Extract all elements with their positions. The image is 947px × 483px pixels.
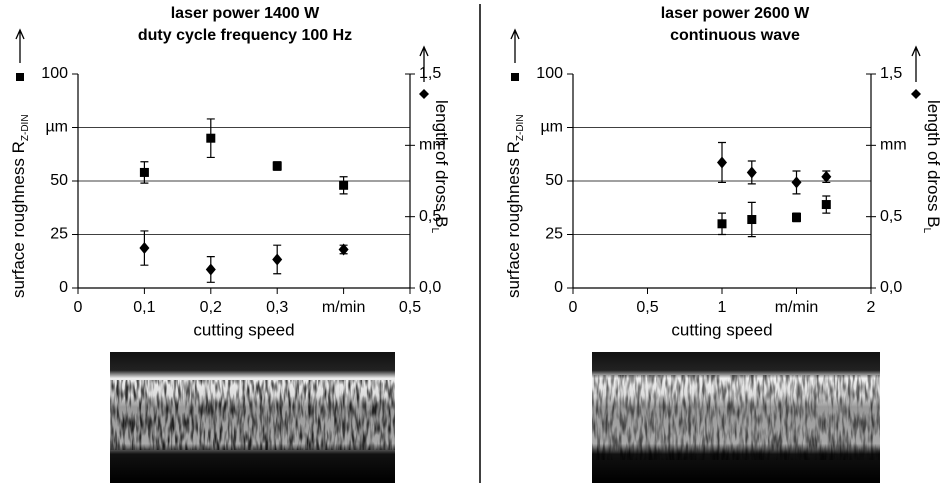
data-point — [272, 161, 282, 171]
y-tick-label: 0 — [59, 279, 68, 296]
y-axis-marker — [511, 73, 519, 81]
x-axis-title: cutting speed — [671, 320, 772, 339]
x-tick-label: 2 — [867, 299, 876, 316]
y2-axis-title-main: length of dross B — [924, 100, 943, 228]
y-axis-title: surface roughness RZ-DIN — [9, 114, 30, 298]
x-tick-label: 0,5 — [399, 299, 421, 316]
y-axis-title: surface roughness RZ-DIN — [504, 114, 525, 298]
y-axis-arrow — [15, 28, 25, 63]
y-axis-arrow — [510, 28, 520, 63]
y2-tick-label: mm — [880, 137, 907, 154]
data-point — [206, 133, 216, 143]
y2-tick-label: 0,0 — [419, 279, 441, 296]
y-axis-marker — [16, 73, 24, 81]
y2-axis-title-sub: L — [429, 228, 440, 234]
data-point — [205, 263, 216, 276]
x-tick-label: m/min — [322, 299, 366, 316]
y2-axis-marker — [911, 89, 921, 99]
y2-tick-label: 0,0 — [880, 279, 902, 296]
y-tick-label: 25 — [50, 226, 68, 243]
y-axis-title-sub: Z-DIN — [20, 114, 31, 141]
x-tick-label: 0,1 — [133, 299, 155, 316]
photo-right — [592, 352, 880, 483]
y2-axis-arrow — [419, 45, 429, 82]
data-point — [717, 156, 727, 169]
chart-subtitle: continuous wave — [670, 27, 800, 44]
y-tick-label: 25 — [545, 226, 563, 243]
chart-title: laser power 2600 W — [661, 5, 810, 22]
y2-tick-label: 0,5 — [419, 208, 441, 225]
y2-tick-label: 1,5 — [419, 65, 441, 82]
y-axis-title-main: surface roughness R — [9, 141, 28, 298]
x-tick-label: 0 — [569, 299, 578, 316]
data-point — [272, 253, 283, 266]
data-point — [139, 242, 150, 255]
y2-axis-title: length of dross BL — [921, 100, 942, 234]
data-point — [717, 219, 727, 229]
x-tick-label: 0,3 — [266, 299, 288, 316]
photo-left — [110, 352, 395, 483]
data-point — [791, 176, 802, 189]
y-tick-label: µm — [540, 119, 563, 136]
y2-axis-title: length of dross BL — [429, 100, 450, 234]
data-point — [338, 243, 349, 256]
data-point — [746, 166, 757, 179]
y2-axis-arrow — [911, 45, 921, 82]
y2-tick-label: 1,5 — [880, 65, 902, 82]
x-tick-label: m/min — [775, 299, 819, 316]
y-tick-label: µm — [45, 119, 68, 136]
y-tick-label: 100 — [41, 65, 68, 82]
data-point — [821, 170, 832, 183]
y-tick-label: 0 — [554, 279, 563, 296]
data-point — [339, 180, 349, 190]
y2-axis-title-sub: L — [921, 228, 932, 234]
x-tick-label: 1 — [718, 299, 727, 316]
y-axis-title-main: surface roughness R — [504, 141, 523, 298]
x-tick-label: 0,5 — [636, 299, 658, 316]
data-point — [747, 215, 757, 225]
y2-tick-label: 0,5 — [880, 208, 902, 225]
x-axis-title: cutting speed — [193, 320, 294, 339]
chart-title: laser power 1400 W — [171, 5, 320, 22]
y2-axis-marker — [419, 89, 429, 99]
chart-subtitle: duty cycle frequency 100 Hz — [138, 27, 352, 44]
y-tick-label: 50 — [50, 172, 68, 189]
data-point — [792, 212, 801, 222]
y-tick-label: 50 — [545, 172, 563, 189]
data-point — [139, 167, 149, 177]
y2-axis-title-main: length of dross B — [432, 100, 451, 228]
y2-tick-label: mm — [419, 137, 446, 154]
x-tick-label: 0 — [74, 299, 83, 316]
data-point — [821, 200, 831, 210]
y-tick-label: 100 — [536, 65, 563, 82]
x-tick-label: 0,2 — [200, 299, 222, 316]
y-axis-title-sub: Z-DIN — [515, 114, 526, 141]
